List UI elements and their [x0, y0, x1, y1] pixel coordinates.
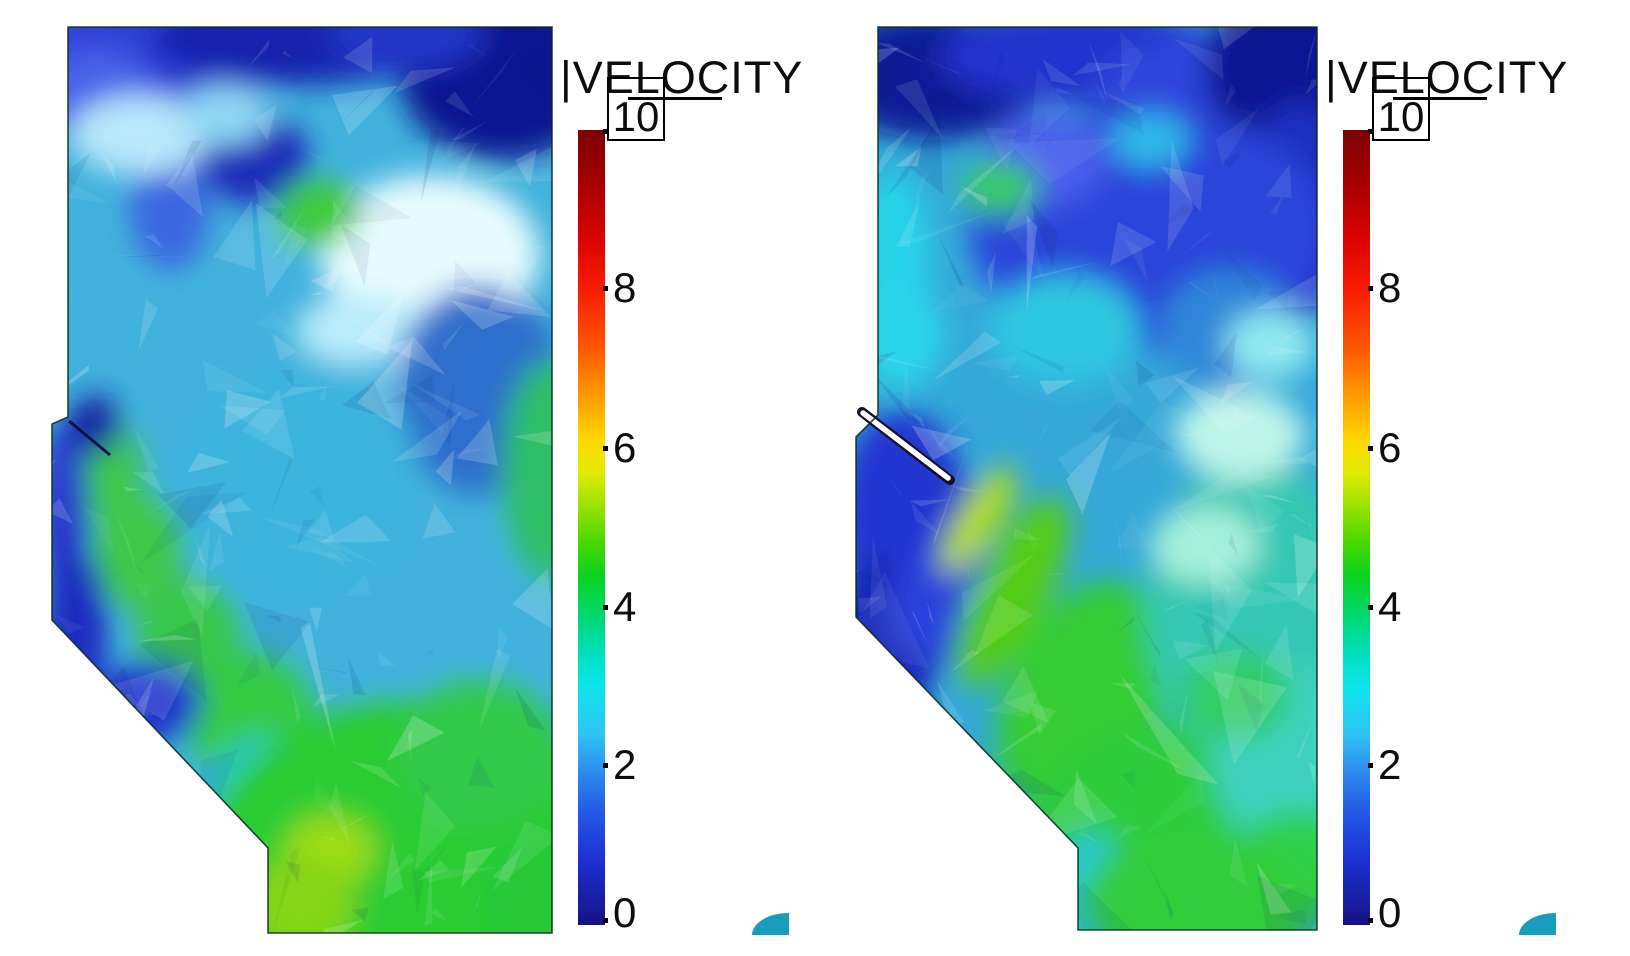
colorbar-tick-label: 8 — [613, 264, 637, 311]
colorbar-tick-label: 6 — [1378, 424, 1402, 471]
domain-outline-left — [51, 26, 553, 934]
colorbar-tick — [603, 286, 608, 291]
colorbar-tick-label: 2 — [613, 741, 637, 788]
colorbar-tick-label: 4 — [1378, 583, 1402, 630]
legend-max-value: 10 — [1377, 93, 1425, 141]
colorbar-tick — [603, 446, 608, 451]
colorbar-legend-left: |VELOCITY 10 8 6 4 2 0 — [560, 0, 810, 956]
legend-title: |VELOCITY — [560, 52, 804, 103]
domain-outline-right — [855, 26, 1318, 931]
legend-max-value-box: 10 — [1372, 77, 1430, 141]
colorbar-tick — [1368, 129, 1373, 134]
colorbar-tick — [603, 605, 608, 610]
colorbar-tick — [603, 129, 608, 134]
colorbar-tick-label: 0 — [1378, 889, 1402, 936]
colorbar — [1343, 130, 1370, 925]
colorbar-tick — [603, 763, 608, 768]
colorbar-tick — [1368, 763, 1373, 768]
colorbar-tick-label: 4 — [613, 583, 637, 630]
colorbar-tick-label: 0 — [613, 889, 637, 936]
inlet-vane-closed — [68, 419, 111, 457]
colorbar-tick — [1368, 446, 1373, 451]
velocity-field-left — [52, 27, 552, 933]
colorbar-tick — [1368, 605, 1373, 610]
colorbar-tick — [1368, 918, 1373, 923]
colorbar-tick — [1368, 286, 1373, 291]
colorbar-tick-label: 8 — [1378, 264, 1402, 311]
colorbar-legend-right: |VELOCITY 10 8 6 4 2 0 — [1325, 0, 1575, 956]
colorbar-tick — [603, 918, 608, 923]
legend-max-value-box: 10 — [607, 77, 665, 141]
legend-pointer-line — [628, 97, 722, 100]
legend-pointer-line — [1393, 97, 1487, 100]
colorbar — [578, 130, 605, 925]
legend-max-value: 10 — [612, 93, 660, 141]
inlet-vane-open — [857, 407, 955, 485]
colorbar-tick-label: 2 — [1378, 741, 1402, 788]
mesh-facets-left — [52, 33, 552, 933]
legend-title: |VELOCITY — [1325, 52, 1569, 103]
colorbar-tick-label: 6 — [613, 424, 637, 471]
velocity-contours-left — [52, 27, 552, 933]
